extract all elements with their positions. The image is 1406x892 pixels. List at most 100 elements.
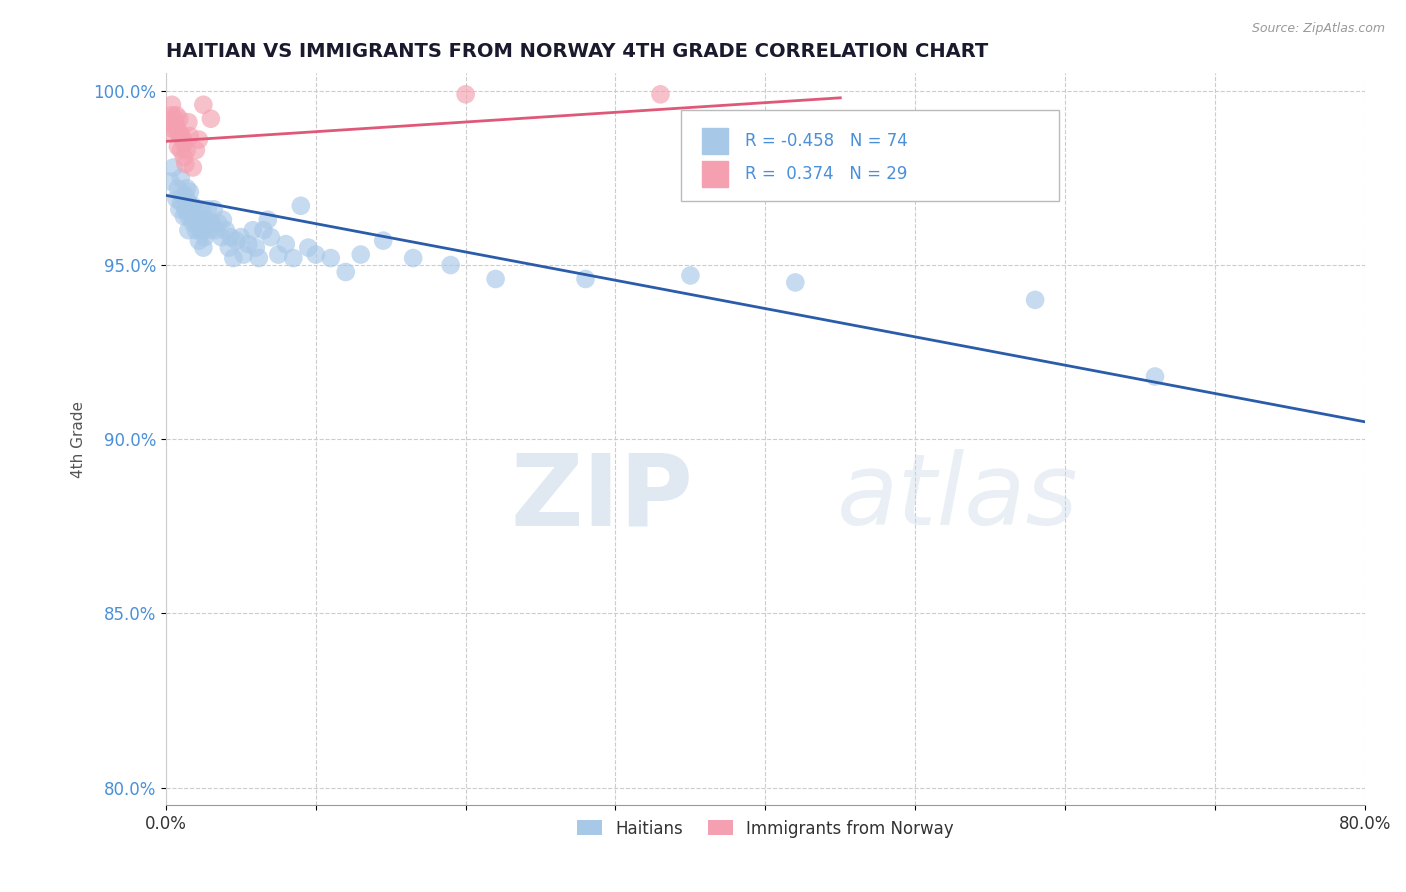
Point [179, 185, 201, 199]
Point [160, 97, 183, 112]
Point [350, 247, 373, 261]
Point [177, 209, 200, 223]
Point [1024, 293, 1046, 307]
Point [305, 247, 328, 261]
Point [256, 212, 278, 227]
Point [172, 188, 194, 202]
Point [373, 234, 395, 248]
Point [190, 223, 212, 237]
Point [163, 119, 186, 133]
Point [274, 237, 297, 252]
Point [162, 122, 184, 136]
Point [1143, 369, 1166, 384]
Point [170, 129, 193, 144]
Point [193, 223, 215, 237]
Point [173, 150, 195, 164]
Point [650, 87, 672, 102]
Point [177, 115, 200, 129]
Point [179, 202, 201, 217]
Point [174, 157, 197, 171]
Point [169, 202, 191, 217]
Point [181, 216, 204, 230]
Point [204, 223, 226, 237]
Point [247, 251, 270, 265]
Point [218, 241, 240, 255]
Point [290, 199, 312, 213]
Point [162, 161, 184, 175]
FancyBboxPatch shape [682, 110, 1059, 202]
Text: R =  0.374   N = 29: R = 0.374 N = 29 [745, 165, 907, 183]
Point [165, 192, 187, 206]
FancyBboxPatch shape [702, 161, 728, 186]
Point [260, 230, 283, 244]
Point [176, 181, 198, 195]
Point [169, 126, 191, 140]
Point [191, 202, 214, 217]
Point [187, 212, 209, 227]
Point [159, 174, 181, 188]
Point [174, 202, 197, 217]
Point [201, 216, 224, 230]
Point [454, 87, 477, 102]
Point [174, 188, 197, 202]
Point [187, 133, 209, 147]
Point [193, 241, 215, 255]
Point [194, 230, 217, 244]
FancyBboxPatch shape [702, 128, 728, 154]
Text: R = -0.458   N = 74: R = -0.458 N = 74 [745, 132, 908, 150]
Point [245, 241, 267, 255]
Point [173, 136, 195, 150]
Point [252, 223, 274, 237]
Point [402, 251, 425, 265]
Point [184, 143, 207, 157]
Point [181, 199, 204, 213]
Point [197, 202, 219, 217]
Point [184, 202, 207, 217]
Text: ZIP: ZIP [510, 450, 693, 546]
Point [165, 108, 187, 122]
Point [169, 112, 191, 126]
Point [162, 112, 184, 126]
Point [283, 251, 305, 265]
Point [225, 234, 247, 248]
Point [200, 112, 222, 126]
Point [167, 181, 190, 195]
Point [170, 195, 193, 210]
Point [297, 241, 319, 255]
Point [219, 230, 242, 244]
Point [159, 126, 181, 140]
Point [238, 237, 260, 252]
Point [215, 223, 238, 237]
Point [212, 212, 235, 227]
Text: atlas: atlas [838, 450, 1078, 546]
Point [335, 265, 357, 279]
Point [179, 129, 201, 144]
Point [180, 209, 202, 223]
Point [172, 129, 194, 144]
Point [160, 108, 183, 122]
Point [267, 247, 290, 261]
Point [176, 143, 198, 157]
Point [319, 251, 342, 265]
Point [157, 115, 180, 129]
Text: Source: ZipAtlas.com: Source: ZipAtlas.com [1251, 22, 1385, 36]
Point [177, 195, 200, 210]
Point [170, 143, 193, 157]
Point [187, 234, 209, 248]
Point [202, 202, 225, 217]
Point [176, 199, 198, 213]
Point [222, 251, 245, 265]
Point [195, 212, 218, 227]
Point [200, 216, 222, 230]
Point [207, 216, 229, 230]
Point [198, 223, 221, 237]
Point [184, 223, 207, 237]
Point [209, 230, 232, 244]
Point [484, 272, 506, 286]
Point [167, 139, 190, 153]
Legend: Haitians, Immigrants from Norway: Haitians, Immigrants from Norway [571, 813, 960, 844]
Point [229, 230, 252, 244]
Point [181, 161, 204, 175]
Point [173, 209, 195, 223]
Point [193, 97, 215, 112]
